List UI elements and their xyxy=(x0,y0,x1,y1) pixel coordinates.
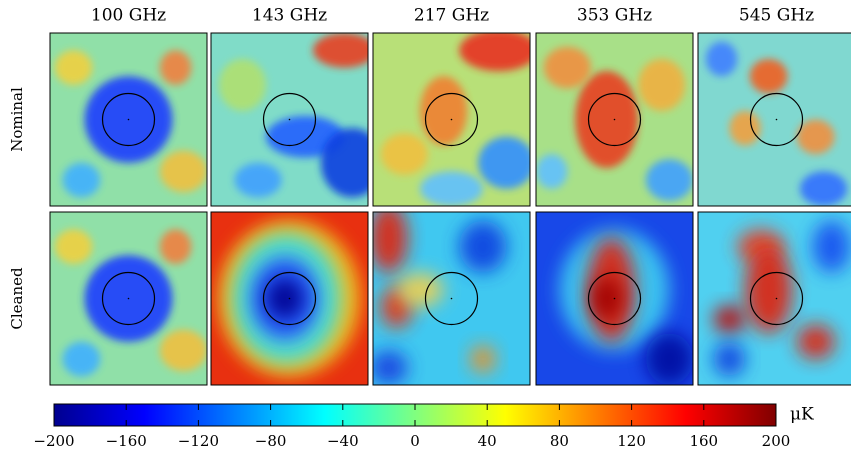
colorbar-unit: μK xyxy=(790,405,814,425)
column-label: 217 GHz xyxy=(414,6,489,26)
colorbar-tick-label: −160 xyxy=(106,432,147,450)
center-dot xyxy=(451,298,453,300)
center-dot xyxy=(128,119,130,121)
center-dot xyxy=(289,298,291,300)
colorbar-tick-label: 80 xyxy=(550,432,569,450)
column-label: 545 GHz xyxy=(739,6,814,26)
column-label: 100 GHz xyxy=(91,6,166,26)
column-label: 143 GHz xyxy=(252,6,327,26)
map-panel xyxy=(698,212,851,385)
map-panel xyxy=(698,33,851,206)
row-label: Nominal xyxy=(8,87,26,152)
center-dot xyxy=(614,119,616,121)
center-dot xyxy=(776,298,778,300)
colorbar-tick-label: 200 xyxy=(762,432,791,450)
colorbar-tick-label: −120 xyxy=(178,432,219,450)
center-dot xyxy=(128,298,130,300)
colorbar-tick-label: −80 xyxy=(255,432,287,450)
center-dot xyxy=(289,119,291,121)
colorbar-tick-label: −40 xyxy=(327,432,359,450)
map-panel xyxy=(370,203,530,385)
map-panel xyxy=(211,33,384,206)
center-dot xyxy=(451,119,453,121)
map-panel xyxy=(373,30,538,206)
row-label: Cleaned xyxy=(8,267,26,330)
center-dot xyxy=(614,298,616,300)
colorbar-tick-label: 0 xyxy=(410,432,420,450)
figure: μK 100 GHz 143 GHz 217 GHz 353 GHz 545 GHz No… xyxy=(0,0,851,452)
center-dot xyxy=(776,119,778,121)
column-label: 353 GHz xyxy=(577,6,652,26)
colorbar-tick-label: 160 xyxy=(689,432,718,450)
colorbar-tick-label: 40 xyxy=(478,432,497,450)
colorbar-tick-label: −200 xyxy=(33,432,74,450)
colorbar-tick-label: 120 xyxy=(617,432,646,450)
